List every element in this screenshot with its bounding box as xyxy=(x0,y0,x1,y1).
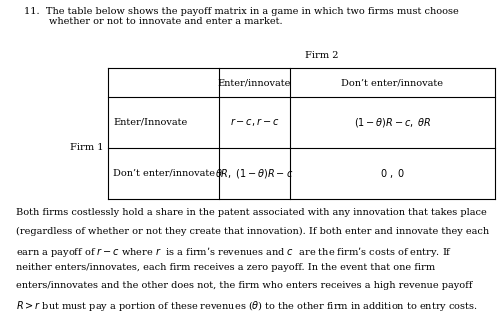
Text: Don’t enter/innovate: Don’t enter/innovate xyxy=(341,78,444,87)
Text: enters/innovates and the other does not, the firm who enters receives a high rev: enters/innovates and the other does not,… xyxy=(16,281,473,290)
Text: $R>r$ but must pay a portion of these revenues ($\theta$) to the other firm in a: $R>r$ but must pay a portion of these re… xyxy=(16,299,478,313)
Text: Enter/Innovate: Enter/Innovate xyxy=(113,118,187,127)
Text: Enter/innovate: Enter/innovate xyxy=(218,78,291,87)
Text: Don’t enter/innovate: Don’t enter/innovate xyxy=(113,169,215,178)
Text: Firm 1: Firm 1 xyxy=(70,143,103,152)
Text: earn a payoff of $r-c$ where $r$  is a firm’s revenues and $c$  are the firm’s c: earn a payoff of $r-c$ where $r$ is a fi… xyxy=(16,245,452,259)
Text: whether or not to innovate and enter a market.: whether or not to innovate and enter a m… xyxy=(24,17,283,25)
Text: neither enters/innovates, each firm receives a zero payoff. In the event that on: neither enters/innovates, each firm rece… xyxy=(16,263,435,272)
Text: 11.  The table below shows the payoff matrix in a game in which two firms must c: 11. The table below shows the payoff mat… xyxy=(24,7,459,16)
Text: $0\ ,\ 0$: $0\ ,\ 0$ xyxy=(380,167,405,180)
Text: (regardless of whether or not they create that innovation). If both enter and in: (regardless of whether or not they creat… xyxy=(16,226,489,236)
Text: Firm 2: Firm 2 xyxy=(305,51,339,60)
Text: $(1-\theta)R-c,\ \theta R$: $(1-\theta)R-c,\ \theta R$ xyxy=(354,116,431,129)
Text: $r-c,r-c$: $r-c,r-c$ xyxy=(230,116,279,128)
Text: Both firms costlessly hold a share in the patent associated with any innovation : Both firms costlessly hold a share in th… xyxy=(16,208,487,217)
Text: $\theta R,\ (1-\theta)R-c$: $\theta R,\ (1-\theta)R-c$ xyxy=(215,167,294,180)
